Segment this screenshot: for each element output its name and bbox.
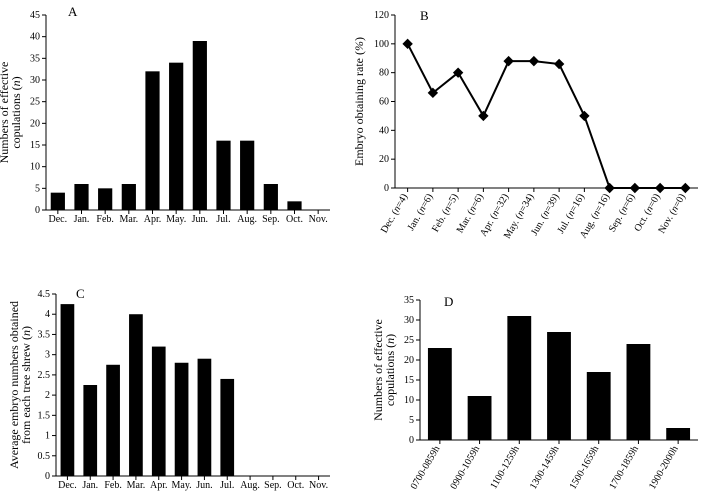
svg-text:Embryo obtaining rate (%): Embryo obtaining rate (%) [352,37,366,166]
svg-text:C: C [76,286,85,301]
svg-text:Oct.: Oct. [287,480,304,491]
svg-text:0: 0 [384,183,389,194]
svg-text:Mar.: Mar. [127,480,146,491]
svg-text:Jun.: Jun. [192,214,208,225]
svg-text:0: 0 [409,435,414,446]
svg-text:45: 45 [30,10,40,21]
svg-text:0: 0 [45,471,50,482]
svg-text:Nov.: Nov. [309,480,328,491]
svg-text:1500-1659h: 1500-1659h [568,444,602,491]
svg-text:15: 15 [30,140,40,151]
svg-text:20: 20 [379,154,389,165]
svg-text:35: 35 [404,295,414,306]
svg-text:1700-1859h: 1700-1859h [607,444,641,491]
svg-text:Nov.: Nov. [309,214,328,225]
svg-text:80: 80 [379,68,389,79]
svg-text:D: D [444,294,453,309]
svg-text:30: 30 [30,75,40,86]
svg-text:25: 25 [30,97,40,108]
svg-text:A: A [68,4,78,19]
svg-text:Sep.: Sep. [264,480,282,491]
svg-text:5: 5 [35,183,40,194]
svg-text:60: 60 [379,97,389,108]
svg-text:0.5: 0.5 [38,451,51,462]
svg-text:40: 40 [379,125,389,136]
svg-text:40: 40 [30,32,40,43]
svg-text:3: 3 [45,350,50,361]
svg-text:10: 10 [404,395,414,406]
svg-text:1900-2000h: 1900-2000h [647,444,681,491]
svg-text:10: 10 [30,162,40,173]
svg-text:4.5: 4.5 [38,289,51,300]
svg-text:Mar.: Mar. [120,214,139,225]
svg-text:Apr.: Apr. [144,214,162,225]
svg-text:20: 20 [30,118,40,129]
svg-text:2: 2 [45,390,50,401]
svg-text:5: 5 [409,415,414,426]
svg-text:from each tree shrew (n): from each tree shrew (n) [19,326,33,444]
svg-text:100: 100 [374,39,389,50]
svg-text:3.5: 3.5 [38,329,51,340]
svg-text:0700-0859h: 0700-0859h [409,444,443,491]
svg-text:Jul.: Jul. [220,480,234,491]
svg-text:copulations (n): copulations (n) [383,334,397,406]
svg-text:1: 1 [45,431,50,442]
svg-text:1100-1259h: 1100-1259h [488,444,522,491]
svg-text:Aug.: Aug. [240,480,260,491]
svg-text:copulations (n): copulations (n) [9,76,23,148]
svg-text:Jun.: Jun. [196,480,212,491]
svg-text:1.5: 1.5 [38,410,51,421]
svg-text:35: 35 [30,53,40,64]
svg-text:Apr.: Apr. [150,480,168,491]
svg-text:0: 0 [35,205,40,216]
svg-text:Jan.: Jan. [82,480,98,491]
svg-text:B: B [420,8,429,23]
svg-text:Aug.: Aug. [237,214,257,225]
svg-text:May.: May. [171,480,191,491]
svg-text:4: 4 [45,309,50,320]
svg-text:15: 15 [404,375,414,386]
svg-text:Dec. (n=4): Dec. (n=4) [379,192,410,235]
svg-text:Feb.: Feb. [104,480,122,491]
svg-text:120: 120 [374,10,389,21]
svg-text:Feb.: Feb. [96,214,114,225]
svg-text:Jan.: Jan. [74,214,90,225]
svg-text:20: 20 [404,355,414,366]
svg-text:25: 25 [404,335,414,346]
svg-text:Dec.: Dec. [58,480,77,491]
svg-text:2.5: 2.5 [38,370,51,381]
figure-canvas: 051015202530354045Numbers of effectiveco… [0,0,714,504]
svg-text:Jul.: Jul. [216,214,230,225]
svg-text:May.: May. [166,214,186,225]
svg-text:Oct.: Oct. [286,214,303,225]
svg-text:0900-1059h: 0900-1059h [448,444,482,491]
svg-text:Sep.: Sep. [262,214,280,225]
svg-text:1300-1459h: 1300-1459h [528,444,562,491]
svg-text:30: 30 [404,315,414,326]
svg-text:Dec.: Dec. [49,214,68,225]
